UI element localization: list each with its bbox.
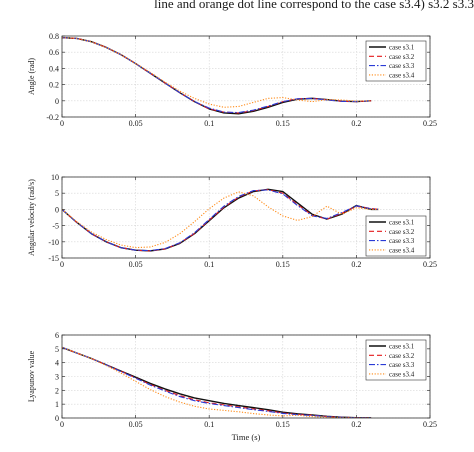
x-tick-label: 0.2 [351, 119, 361, 128]
y-tick-label: 0 [55, 97, 59, 106]
y-tick-label: 2 [55, 386, 59, 395]
y-tick-label: -0.2 [46, 113, 59, 122]
x-tick-label: 0 [60, 119, 64, 128]
subplot-1: 0 0.05 0.1 0.15 0.2 0.25-0.200.20.40.60.8Angl… [27, 32, 437, 128]
series-group [62, 188, 379, 252]
y-tick-label: -10 [48, 238, 59, 247]
legend-label-2: case s3.2 [389, 352, 415, 360]
x-tick-label: 0.25 [423, 260, 437, 269]
series-line-3 [62, 189, 379, 252]
series-line-1 [62, 346, 372, 418]
y-tick-label: 0.6 [49, 48, 59, 57]
series-line-2 [62, 189, 379, 252]
x-tick-label: 0.05 [129, 119, 143, 128]
legend-label-4: case s3.4 [389, 71, 415, 79]
x-tick-label: 0.15 [276, 260, 290, 269]
y-axis-label: Angle (rad) [27, 58, 36, 95]
series-line-4 [62, 346, 372, 418]
legend-label-3: case s3.3 [389, 361, 415, 369]
y-tick-label: -5 [52, 222, 59, 231]
legend-label-1: case s3.1 [389, 44, 415, 52]
y-tick-label: 0.2 [49, 81, 59, 90]
y-tick-label: 6 [55, 331, 59, 340]
series-line-1 [62, 188, 379, 252]
y-axis-label: Angular velocity (rad/s) [27, 179, 36, 256]
x-tick-label: 0.2 [351, 260, 361, 269]
series-line-3 [62, 346, 372, 418]
y-tick-label: -15 [48, 254, 59, 263]
y-tick-label: 3 [55, 373, 59, 382]
y-tick-label: 10 [51, 173, 59, 182]
plots: 0 0.05 0.1 0.15 0.2 0.25-0.200.20.40.60.8Angl… [27, 32, 437, 442]
legend-label-1: case s3.1 [389, 219, 415, 227]
y-tick-label: 0 [55, 205, 59, 214]
series-group [62, 36, 372, 115]
series-line-2 [62, 346, 372, 418]
y-tick-label: 5 [55, 345, 59, 354]
plot-frame [61, 35, 431, 118]
legend-label-2: case s3.2 [389, 53, 415, 61]
y-tick-label: 0.8 [49, 32, 59, 41]
x-tick-label: 0 [60, 420, 64, 429]
x-tick-label: 0.2 [351, 420, 361, 429]
series-group [62, 346, 372, 418]
y-tick-label: 4 [55, 359, 59, 368]
legend-label-4: case s3.4 [389, 246, 415, 254]
x-tick-label: 0.1 [204, 420, 214, 429]
y-axis-label: Lyapunov value [27, 350, 36, 402]
caption: line and orange dot line correspond to t… [154, 0, 474, 11]
x-tick-label: 0 [60, 260, 64, 269]
y-tick-label: 1 [55, 400, 59, 409]
y-tick-label: 0.4 [49, 64, 59, 73]
legend-label-4: case s3.4 [389, 370, 415, 378]
legend-label-3: case s3.3 [389, 62, 415, 70]
x-axis-label: Time (s) [232, 432, 261, 442]
x-tick-label: 0.15 [276, 119, 290, 128]
x-tick-label: 0.25 [423, 420, 437, 429]
series-line-3 [62, 37, 372, 114]
series-line-4 [62, 191, 379, 249]
series-line-4 [62, 37, 372, 108]
y-tick-label: 0 [55, 414, 59, 423]
x-tick-label: 0.1 [204, 119, 214, 128]
legend-label-3: case s3.3 [389, 237, 415, 245]
legend-label-1: case s3.1 [389, 343, 415, 351]
x-tick-label: 0.1 [204, 260, 214, 269]
plot-frame [61, 176, 431, 259]
x-tick-label: 0.15 [276, 420, 290, 429]
subplot-3: 0 0.05 0.1 0.15 0.2 0.25 0 1 2 3 4 5 6 Lyapunov value… [27, 331, 437, 442]
x-tick-label: 0.05 [129, 260, 143, 269]
x-tick-label: 0.05 [129, 420, 143, 429]
subplot-2: 0 0.05 0.1 0.15 0.2 0.25 -15 -10 -5 0 5 10 Angular v… [27, 173, 437, 269]
x-tick-label: 0.25 [423, 119, 437, 128]
y-tick-label: 5 [55, 189, 59, 198]
legend-label-2: case s3.2 [389, 228, 415, 236]
